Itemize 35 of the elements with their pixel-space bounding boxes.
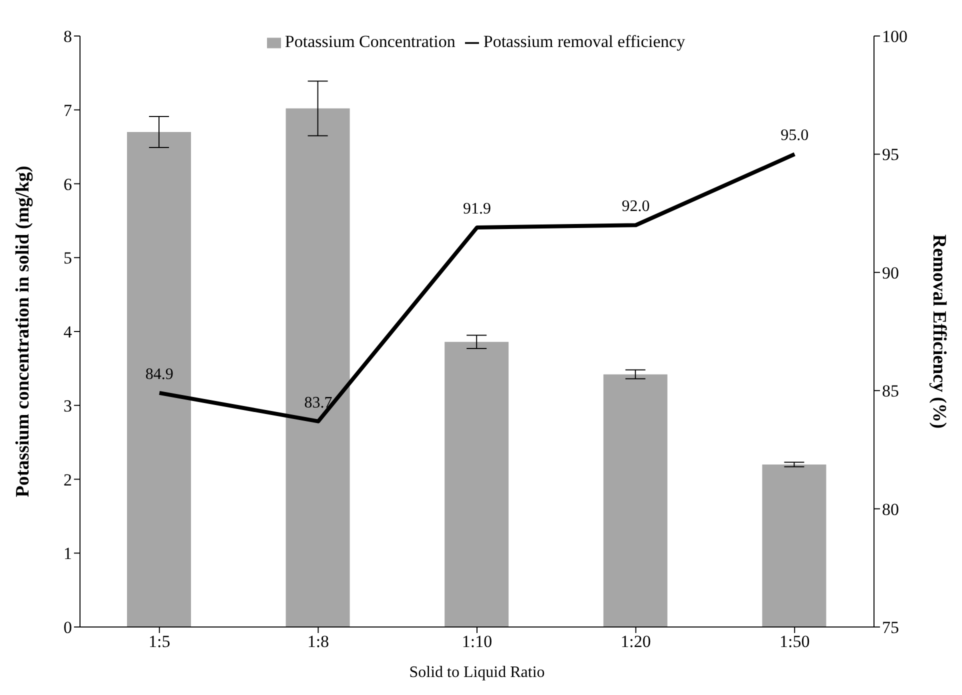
y2-tick-label: 90	[882, 263, 899, 282]
y2-tick-label: 100	[882, 27, 908, 46]
bar	[127, 132, 191, 627]
x-tick-label: 1:8	[307, 632, 330, 652]
bar	[444, 342, 509, 627]
bar	[286, 108, 350, 627]
x-tick-label: 1:50	[779, 632, 810, 652]
bar	[603, 374, 668, 627]
y-tick-label: 7	[64, 100, 72, 120]
y-tick-label: 5	[64, 248, 72, 268]
y2-tick-label: 95	[882, 145, 899, 164]
y-tick-label: 0	[64, 618, 72, 638]
data-label: 91.9	[463, 200, 491, 218]
y-tick-label: 4	[64, 322, 72, 342]
bar	[762, 464, 826, 627]
x-tick-label: 1:20	[620, 632, 651, 652]
x-axis-title: Solid to Liquid Ratio	[409, 664, 545, 681]
y-tick-label: 2	[64, 470, 72, 490]
x-tick-label: 1:5	[148, 632, 170, 652]
data-label: 83.7	[304, 394, 332, 412]
y-tick-label: 1	[64, 544, 72, 564]
y2-tick-label: 85	[882, 382, 899, 401]
y2-tick-label: 80	[882, 500, 899, 519]
data-label: 84.9	[145, 366, 174, 383]
y-tick-label: 8	[64, 27, 72, 46]
y-axis-title: Potassium concentration in solid (mg/kg)	[12, 166, 34, 498]
y2-tick-label: 75	[882, 618, 899, 638]
data-label: 92.0	[622, 198, 650, 216]
x-tick-label: 1:10	[462, 632, 492, 652]
y-tick-label: 3	[64, 396, 72, 416]
legend-label: Potassium removal efficiency	[483, 32, 686, 51]
legend-label: Potassium Concentration	[284, 32, 456, 51]
y2-axis-title: Removal Efficiency (%)	[928, 234, 950, 429]
y-tick-label: 6	[64, 174, 72, 194]
data-label: 95.0	[780, 127, 809, 144]
